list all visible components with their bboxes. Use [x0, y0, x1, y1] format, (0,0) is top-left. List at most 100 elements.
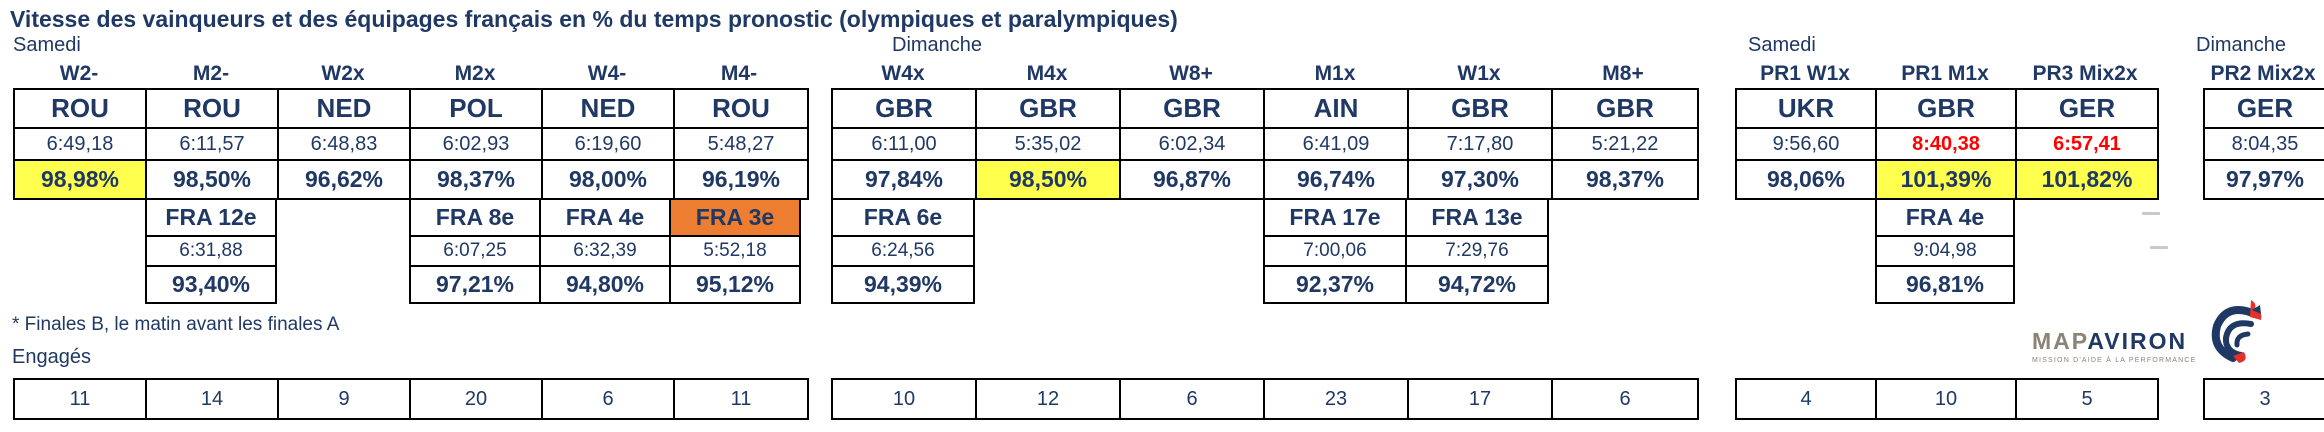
winner-time-cell: 8:40,38 — [1877, 129, 2017, 159]
fra-column: FRA 17e 7:00,06 92,37% — [1263, 198, 1407, 304]
pct-row: 98,06% 101,39% 101,82% — [1737, 161, 2157, 198]
day-labels-row: Samedi Dimanche Samedi Dimanche — [0, 34, 2324, 60]
entrants-count-cell: 6 — [1121, 380, 1265, 418]
winner-time-cell: 5:21,22 — [1553, 129, 1697, 159]
footnote: * Finales B, le matin avant les finales … — [12, 314, 340, 335]
winner-pct-cell: 98,37% — [411, 161, 543, 198]
fra-time-cell: 7:29,76 — [1405, 235, 1549, 267]
entrants-count-cell: 10 — [833, 380, 977, 418]
winner-country-cell: GBR — [833, 90, 977, 127]
entrants-block: 4 10 5 — [1735, 378, 2159, 420]
winner-pct-cell: 96,87% — [1121, 161, 1265, 198]
fra-place-cell: FRA 8e — [409, 198, 541, 237]
winner-pct-cell: 97,97% — [2205, 161, 2324, 198]
entrants-count-cell: 6 — [1619, 387, 1631, 410]
boat-class-label: M8+ — [1602, 62, 1644, 85]
winner-pct-cell: 96,62% — [279, 161, 411, 198]
entrants-count-cell: 10 — [1877, 380, 2017, 418]
results-box: GBR GBR GBR AIN GBR GBR 6:11,00 5:35,02 6:02,34 6… — [831, 88, 1699, 200]
entrants-count-cell: 14 — [147, 380, 279, 418]
fra-column: FRA 12e 6:31,88 93,40% — [145, 198, 277, 304]
winner-pct-cell: 96,19% — [675, 161, 807, 198]
fra-place-cell: FRA 17e — [1263, 198, 1407, 237]
winner-pct-cell: 98,50% — [977, 161, 1121, 198]
winner-country-cell: POL — [411, 90, 543, 127]
entrants-count-cell: 6 — [543, 380, 675, 418]
pct-row: 97,84% 98,50% 96,87% 96,74% 97,30% 98,37% — [833, 161, 1697, 198]
fra-time-cell: 6:07,25 — [409, 235, 541, 267]
fra-time-cell: 5:52,18 — [669, 235, 801, 267]
winner-pct-cell: 101,82% — [2017, 161, 2157, 198]
entrants-block: 3 — [2203, 378, 2324, 420]
artifact-dash — [2150, 246, 2168, 249]
fra-pct-cell: 93,40% — [145, 265, 277, 304]
fra-time-cell: 6:32,39 — [539, 235, 671, 267]
page-title: Vitesse des vainqueurs et des équipages … — [10, 6, 1178, 32]
fra-place-cell: FRA 4e — [1875, 198, 2015, 237]
rooster-icon — [2211, 300, 2261, 363]
fra-pct-cell: 95,12% — [669, 265, 801, 304]
winner-country-cell: NED — [279, 90, 411, 127]
winner-country-cell: NED — [543, 90, 675, 127]
boat-class-label: W2- — [59, 62, 99, 85]
winner-row: GER — [2205, 90, 2324, 129]
pct-row: 97,97% — [2205, 161, 2324, 198]
winner-country-cell: GBR — [1877, 90, 2017, 127]
winner-time-cell: 5:48,27 — [675, 129, 807, 159]
winner-time-cell: 7:17,80 — [1409, 129, 1553, 159]
boat-class-row: W4x M4x W8+ M1x W1x M8+ — [831, 60, 1699, 88]
entrants-count-cell: 12 — [977, 380, 1121, 418]
entrants-count-cell: 11 — [15, 380, 147, 418]
fra-pct-cell: 94,72% — [1405, 265, 1549, 304]
boat-class-label: PR2 Mix2x — [2210, 62, 2316, 85]
boat-class-label: M2- — [192, 62, 230, 85]
winner-time-cell: 6:11,57 — [147, 129, 279, 159]
entrants-block: 11 14 9 20 6 11 — [13, 378, 809, 420]
entrants-count-cell: 17 — [1409, 380, 1553, 418]
table-block: W2- M2- W2x M2x W4- M4- ROU ROU NED POL NED ROU 6:49… — [13, 60, 809, 304]
winner-country-cell: GBR — [1409, 90, 1553, 127]
logo-tagline: MISSION D'AIDE À LA PERFORMANCE — [2032, 357, 2197, 364]
winner-country-cell: GER — [2017, 90, 2157, 127]
boat-class-label: PR1 W1x — [1760, 62, 1850, 85]
winner-country-cell: ROU — [675, 90, 807, 127]
boat-class-label: M2x — [454, 62, 496, 85]
fra-place-cell: FRA 3e — [669, 198, 801, 237]
entrants-label: Engagés — [12, 346, 91, 368]
winner-pct-cell: 96,74% — [1265, 161, 1409, 198]
time-row: 9:56,60 8:40,38 6:57,41 — [1737, 129, 2157, 161]
winner-country-cell: GBR — [1553, 90, 1697, 127]
winner-country-cell: AIN — [1265, 90, 1409, 127]
entrants-block: 10 12 6 23 17 6 — [831, 378, 1699, 420]
winner-country-cell: GBR — [977, 90, 1121, 127]
fra-pct-cell: 92,37% — [1263, 265, 1407, 304]
fra-time-cell: 9:04,98 — [1875, 235, 2015, 267]
winner-time-cell: 5:35,02 — [977, 129, 1121, 159]
fra-column: FRA 6e 6:24,56 94,39% — [831, 198, 975, 304]
boat-class-label: M1x — [1314, 62, 1356, 85]
winner-pct-cell: 97,30% — [1409, 161, 1553, 198]
fra-time-cell: 7:00,06 — [1263, 235, 1407, 267]
time-row: 6:11,00 5:35,02 6:02,34 6:41,09 7:17,80 5:21,… — [833, 129, 1697, 161]
winner-pct-cell: 98,37% — [1553, 161, 1697, 198]
boat-class-row: PR2 Mix2x — [2203, 60, 2324, 88]
winner-time-cell: 6:48,83 — [279, 129, 411, 159]
winner-pct-cell: 97,84% — [833, 161, 977, 198]
boat-class-label: W2x — [321, 62, 365, 85]
entrants-count-cell: 3 — [2259, 387, 2271, 410]
winner-time-cell: 6:11,00 — [833, 129, 977, 159]
table-block: PR1 W1x PR1 M1x PR3 Mix2x UKR GBR GER 9:56,60 8… — [1735, 60, 2159, 304]
winner-country-cell: GBR — [1121, 90, 1265, 127]
winner-time-cell: 9:56,60 — [1737, 129, 1877, 159]
logo-aviron-text: AVIRON — [2087, 328, 2188, 354]
fra-place-cell: FRA 6e — [831, 198, 975, 237]
fra-place-cell: FRA 4e — [539, 198, 671, 237]
fra-time-cell: 6:24,56 — [831, 235, 975, 267]
fra-pct-cell: 94,80% — [539, 265, 671, 304]
winner-time-cell: 6:02,93 — [411, 129, 543, 159]
boat-class-label: M4- — [720, 62, 758, 85]
fra-column: FRA 4e 6:32,39 94,80% — [539, 198, 671, 304]
winner-pct-cell: 98,00% — [543, 161, 675, 198]
boat-class-label: PR1 M1x — [1901, 62, 1989, 85]
boat-class-label: W4- — [587, 62, 627, 85]
